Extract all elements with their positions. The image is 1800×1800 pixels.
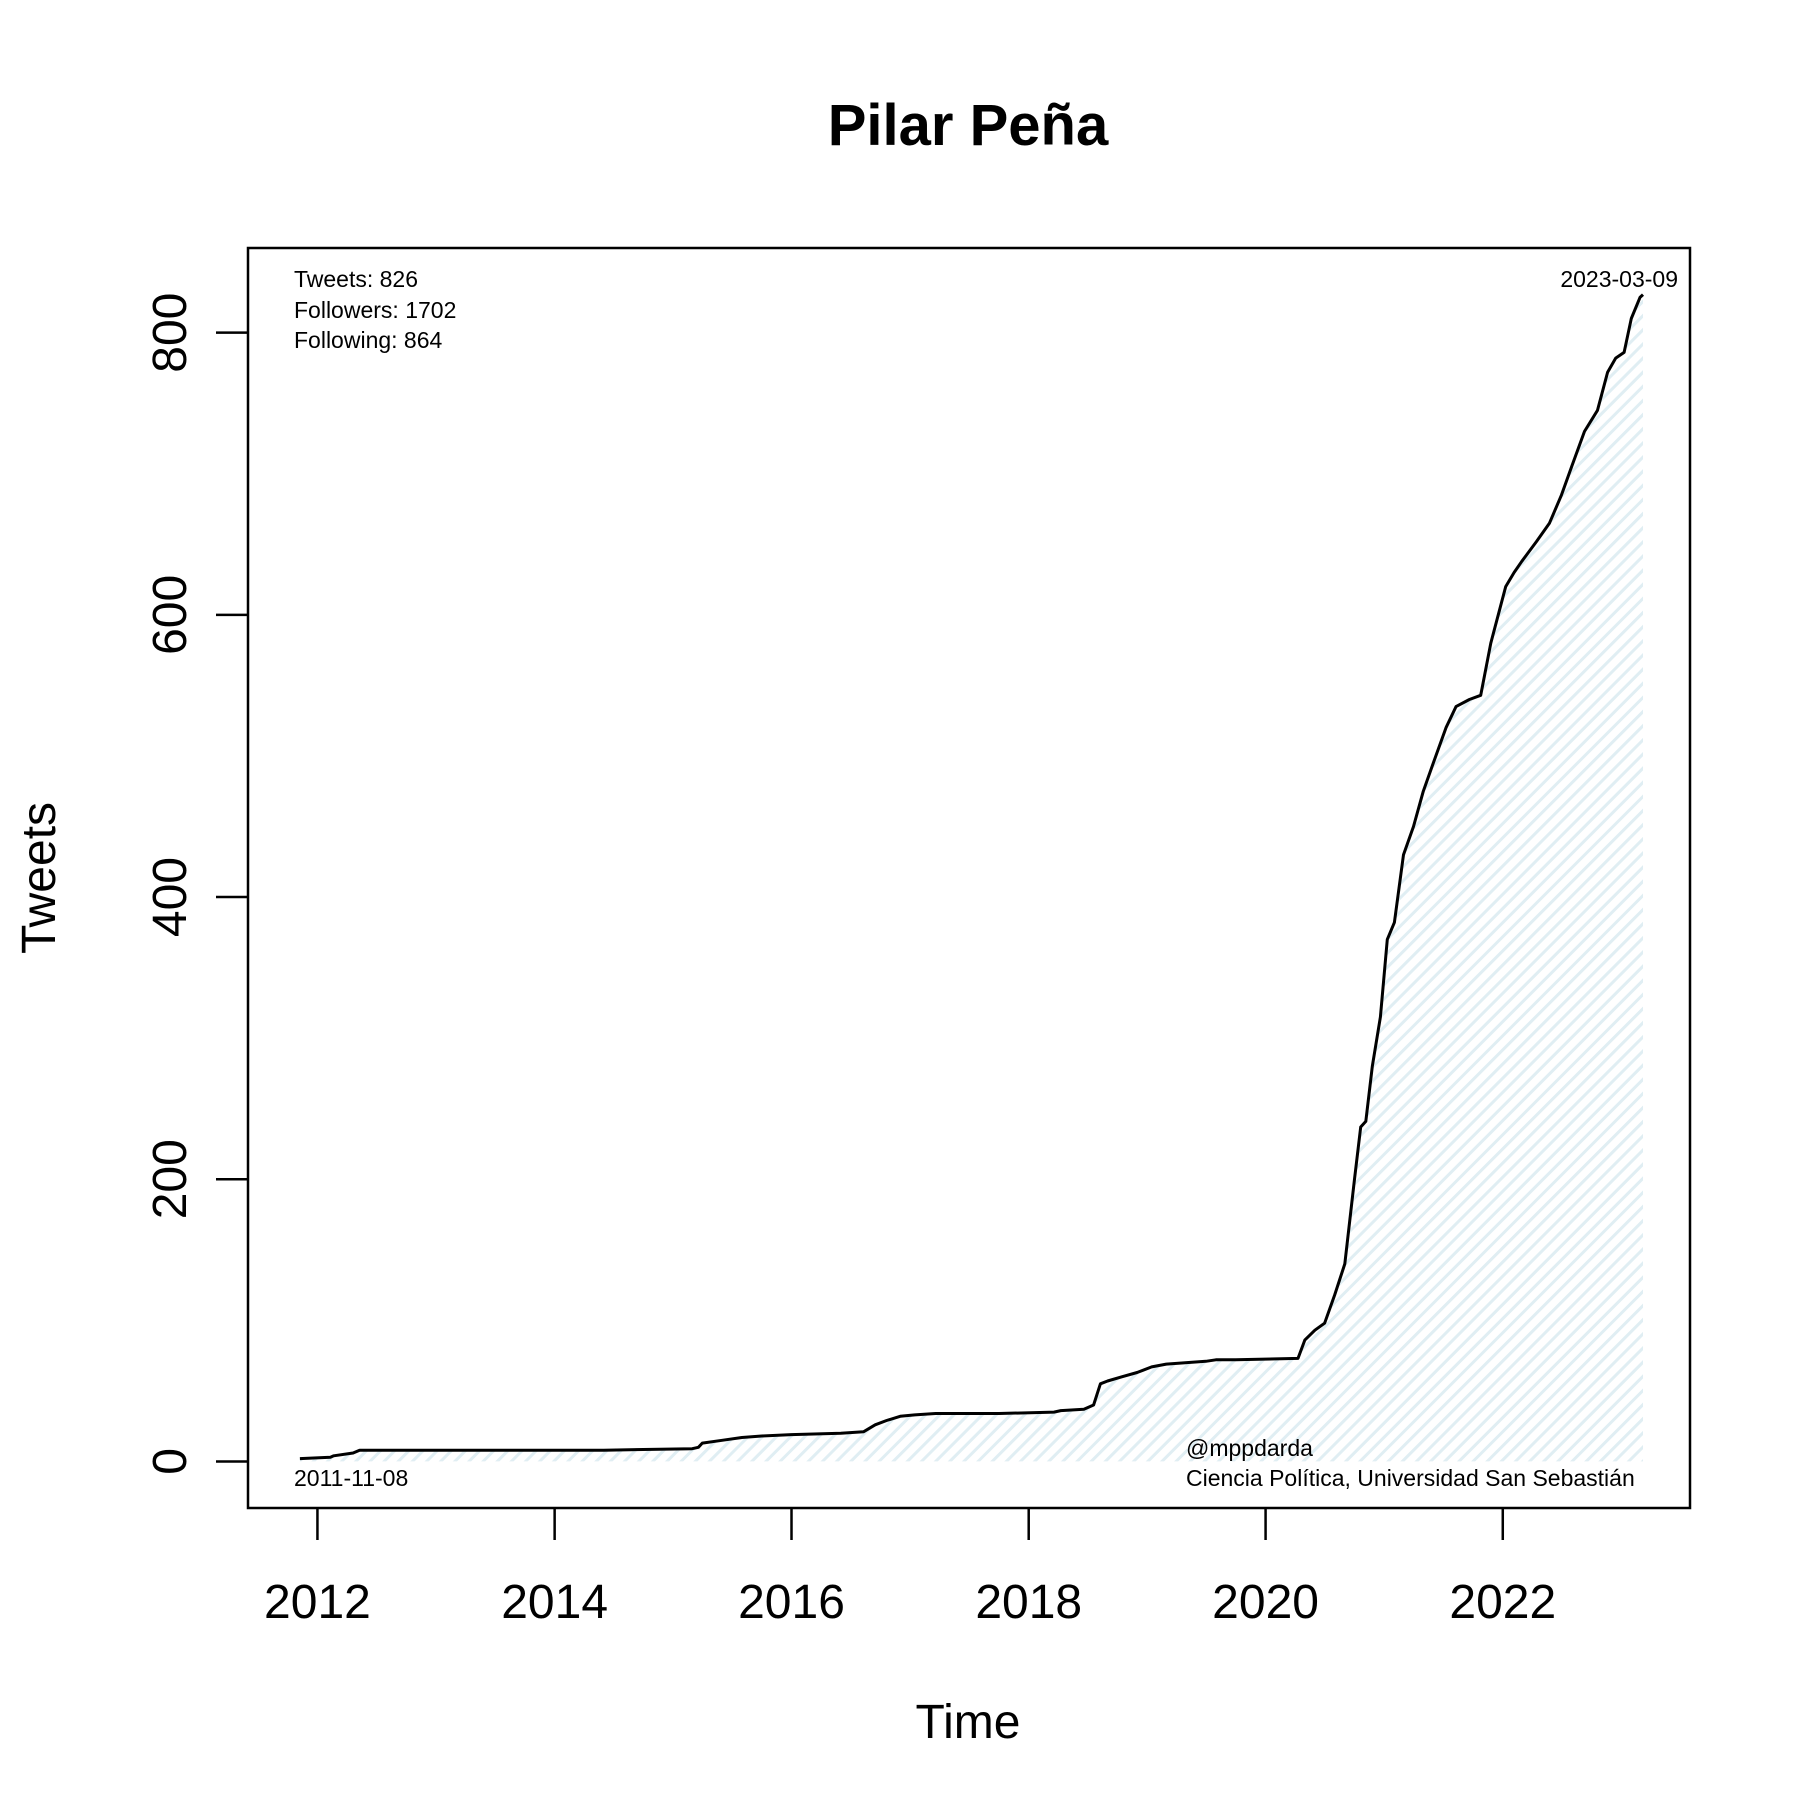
stat-followers: Followers: 1702 [294, 297, 456, 323]
y-tick-label-400: 400 [144, 857, 197, 937]
credit-affiliation: Ciencia Política, Universidad San Sebast… [1186, 1465, 1635, 1491]
y-tick-label-200: 200 [144, 1139, 197, 1219]
x-tick-label-2014: 2014 [501, 1576, 608, 1629]
plot-frame [246, 246, 1692, 1510]
chart-title: Pilar Peña [828, 93, 1109, 158]
y-tick-label-600: 600 [144, 575, 197, 655]
plot-area [246, 246, 1692, 1510]
x-tick-label-2016: 2016 [738, 1576, 845, 1629]
x-axis: 2012 2014 2016 2018 2020 2022 [264, 1508, 1556, 1629]
x-tick-label-2012: 2012 [264, 1576, 371, 1629]
end-date-label: 2023-03-09 [1560, 266, 1678, 292]
x-axis-title: Time [916, 1696, 1021, 1749]
area-fill [299, 294, 1643, 1462]
start-date-label: 2011-11-08 [294, 1465, 408, 1491]
x-tick-label-2018: 2018 [975, 1576, 1082, 1629]
y-axis: 0 200 400 600 800 [144, 293, 248, 1475]
stat-following: Following: 864 [294, 327, 443, 353]
y-axis-title: Tweets [13, 802, 66, 954]
y-tick-label-0: 0 [144, 1448, 197, 1475]
stats-annotation: Tweets: 826 Followers: 1702 Following: 8… [294, 266, 456, 353]
x-tick-label-2022: 2022 [1449, 1576, 1556, 1629]
y-tick-label-800: 800 [144, 293, 197, 373]
stat-tweets: Tweets: 826 [294, 266, 418, 292]
credit-handle: @mppdarda [1186, 1435, 1313, 1461]
series-line [299, 293, 1645, 1461]
x-tick-label-2020: 2020 [1212, 1576, 1319, 1629]
